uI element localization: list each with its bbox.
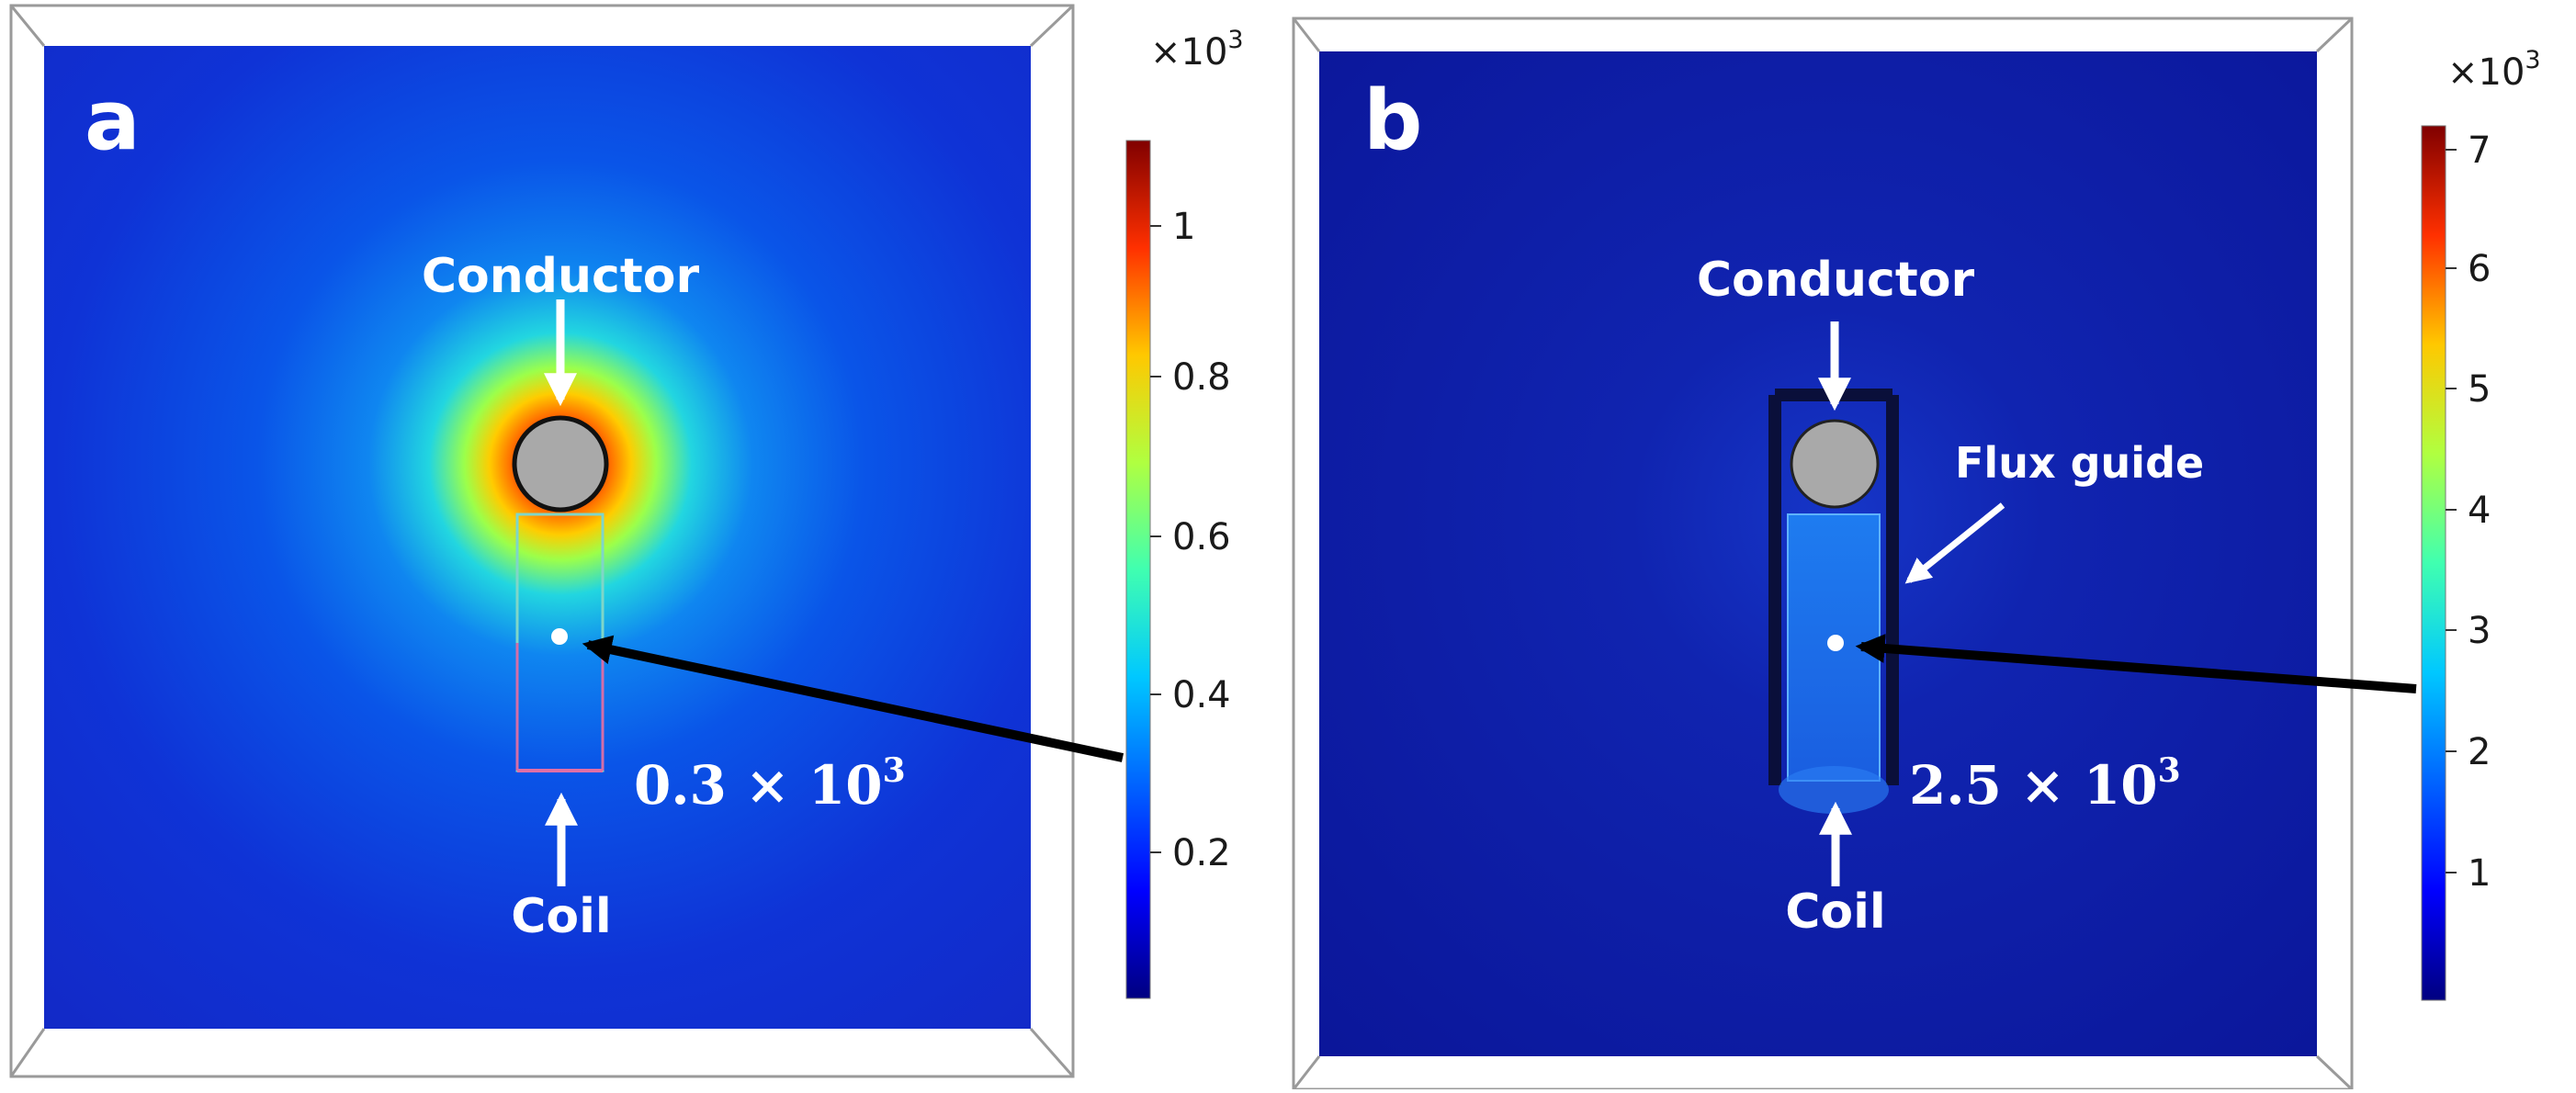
colorbar-a-tick: 0.8 <box>1172 356 1231 399</box>
colorbar-b-tick: 6 <box>2468 248 2491 290</box>
colorbar-b-tick: 7 <box>2468 130 2491 172</box>
colorbar-b-tick: 5 <box>2468 368 2491 411</box>
conductor-b <box>1790 419 1880 509</box>
probe-value-a: 0.3 × 103 <box>634 751 906 817</box>
colorbar-a-multiplier: ×103 <box>1150 26 1244 73</box>
colorbar-a-tick: 0.6 <box>1172 516 1231 558</box>
probe-point-b <box>1827 635 1844 651</box>
conductor-a-label: Conductor <box>422 249 700 304</box>
panel-a-field-map <box>44 46 1031 1029</box>
colorbar-b <box>2421 125 2446 1001</box>
colorbar-b-ticks: 7 6 5 4 3 2 1 <box>2446 130 2491 895</box>
probe-value-b: 2.5 × 103 <box>1909 751 2181 817</box>
pointer-arrow-a <box>582 635 1124 762</box>
colorbar-a <box>1125 140 1151 999</box>
conductor-a <box>512 415 609 513</box>
conductor-b-label: Conductor <box>1697 253 1975 308</box>
panel-b-letter: b <box>1363 73 1422 169</box>
colorbar-b-tick: 1 <box>2468 852 2491 895</box>
coil-a-label: Coil <box>511 889 612 944</box>
colorbar-b-tick: 3 <box>2468 610 2491 652</box>
colorbar-b-tick: 4 <box>2468 490 2491 532</box>
colorbar-a-tick: 0.2 <box>1172 832 1231 874</box>
flux-guide <box>1768 389 1899 785</box>
colorbar-a-ticks: 1 0.8 0.6 0.4 0.2 <box>1150 206 1231 874</box>
panel-a: a Conductor Coil 0.3 × 103 ×103 1 0.8 0.… <box>9 4 1244 1078</box>
probe-point-a <box>551 628 568 645</box>
flux-guide-arrow <box>1904 502 2005 584</box>
colorbar-a-tick: 0.4 <box>1172 674 1231 716</box>
pointer-arrow-b <box>1855 633 2417 693</box>
colorbar-a-tick: 1 <box>1172 206 1195 248</box>
panel-a-letter: a <box>85 73 141 169</box>
coil-b-label: Coil <box>1785 885 1886 940</box>
panel-b: b Conductor Flux guide Coil 2.5 × 103 ×1… <box>1292 17 2541 1091</box>
colorbar-b-tick: 2 <box>2468 731 2491 773</box>
colorbar-b-multiplier: ×103 <box>2447 46 2541 94</box>
flux-guide-label: Flux guide <box>1955 438 2204 488</box>
